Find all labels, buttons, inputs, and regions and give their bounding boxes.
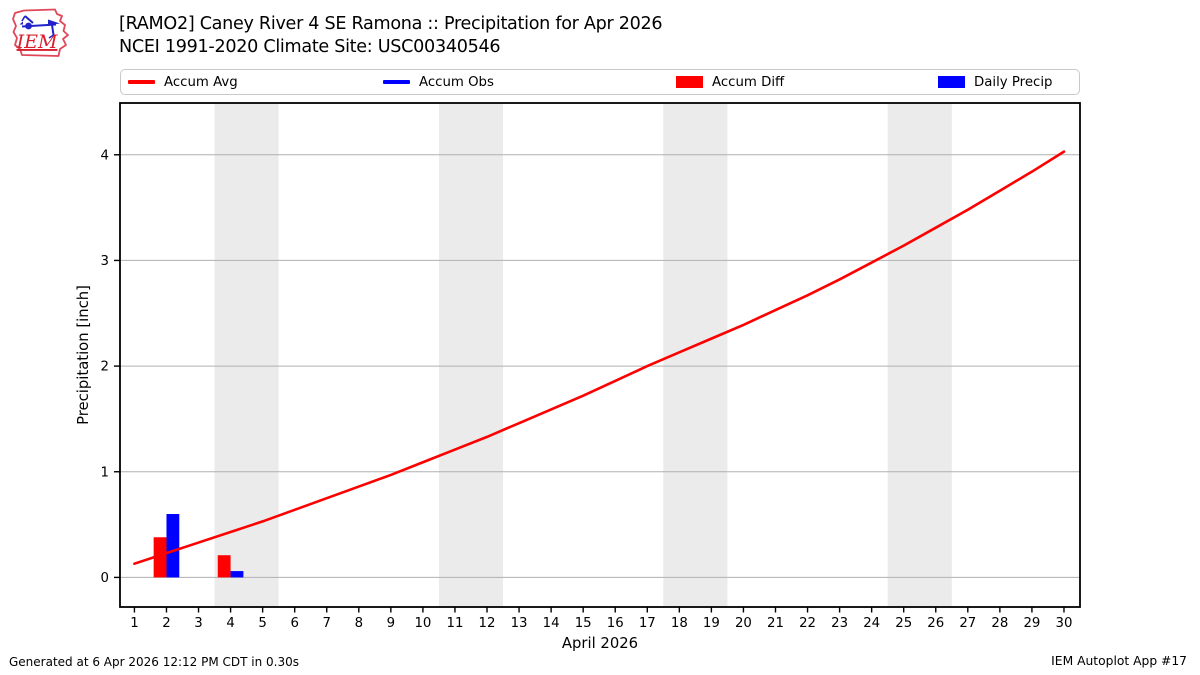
y-tick-label: 1 [101, 465, 109, 480]
vane-pointer [48, 19, 60, 25]
x-tick-label: 30 [1056, 616, 1073, 631]
x-tick-label: 10 [414, 616, 431, 631]
y-tick-label: 2 [101, 360, 109, 375]
legend-label: Accum Avg [164, 74, 238, 90]
x-tick-label: 25 [895, 616, 912, 631]
x-tick-label: 19 [703, 616, 720, 631]
x-tick-label: 13 [511, 616, 528, 631]
x-tick-label: 27 [959, 616, 976, 631]
accum-diff-bar-day2 [153, 537, 167, 578]
x-tick-label: 8 [355, 616, 363, 631]
x-tick-label: 20 [735, 616, 752, 631]
x-tick-label: 23 [831, 616, 848, 631]
x-tick-label: 21 [767, 616, 784, 631]
legend-label: Accum Diff [712, 74, 785, 90]
accum-obs-line-swatch [383, 80, 410, 84]
legend-item-daily-precip: Daily Precip [938, 70, 1052, 94]
iem-logo: IEM [12, 8, 69, 57]
x-tick-label: 15 [575, 616, 592, 631]
legend-label: Daily Precip [974, 74, 1053, 90]
accum-avg-line-swatch [128, 80, 155, 84]
y-axis-label: Precipitation [inch] [75, 285, 92, 425]
chart-title: [RAMO2] Caney River 4 SE Ramona :: Preci… [119, 14, 663, 34]
weekend-band [887, 103, 952, 607]
legend-item-accum-diff: Accum Diff [676, 70, 784, 94]
x-tick-label: 17 [639, 616, 656, 631]
chart-title-block: [RAMO2] Caney River 4 SE Ramona :: Preci… [119, 13, 663, 59]
daily-precip-bar-day4 [230, 571, 244, 578]
x-tick-label: 16 [607, 616, 624, 631]
x-tick-label: 12 [479, 616, 496, 631]
x-tick-label: 22 [799, 616, 816, 631]
app-credit: IEM Autoplot App #17 [1051, 654, 1187, 668]
y-tick-label: 0 [101, 571, 109, 586]
x-tick-label: 4 [226, 616, 234, 631]
x-tick-label: 7 [323, 616, 331, 631]
daily-precip-rect-swatch [938, 76, 965, 88]
x-tick-label: 14 [543, 616, 560, 631]
vane-hub [25, 22, 32, 30]
weekend-band [438, 103, 504, 607]
x-tick-label: 26 [927, 616, 944, 631]
iowa-outline [12, 8, 69, 57]
x-tick-label: 3 [194, 616, 202, 631]
x-tick-label: 18 [671, 616, 688, 631]
accum-diff-bar-day4 [217, 555, 231, 578]
accum-avg-line [133, 150, 1066, 565]
x-tick-label: 11 [446, 616, 463, 631]
x-tick-label: 6 [290, 616, 298, 631]
legend-item-accum-avg: Accum Avg [128, 70, 238, 94]
x-tick-label: 1 [130, 616, 138, 631]
plot-frame [119, 102, 1081, 608]
chart-subtitle: NCEI 1991-2020 Climate Site: USC00340546 [119, 37, 501, 57]
y-tick-label: 3 [101, 254, 109, 269]
x-axis-label: April 2026 [562, 635, 638, 652]
y-tick-label: 4 [101, 148, 109, 163]
legend-label: Accum Obs [419, 74, 494, 90]
accum-diff-rect-swatch [676, 76, 703, 88]
x-tick-label: 29 [1023, 616, 1040, 631]
x-tick-label: 2 [162, 616, 170, 631]
x-tick-label: 28 [991, 616, 1008, 631]
x-tick-label: 9 [387, 616, 395, 631]
legend-item-accum-obs: Accum Obs [383, 70, 494, 94]
x-tick-label: 24 [863, 616, 880, 631]
vane-tail [19, 21, 23, 25]
weekend-band [214, 103, 279, 607]
x-tick-label: 5 [258, 616, 266, 631]
logo-text: IEM [16, 31, 58, 53]
daily-precip-bar-day2 [166, 514, 180, 578]
generated-timestamp: Generated at 6 Apr 2026 12:12 PM CDT in … [9, 655, 300, 669]
legend: Accum Avg Accum Obs Accum Diff Daily Pre… [120, 69, 1080, 95]
